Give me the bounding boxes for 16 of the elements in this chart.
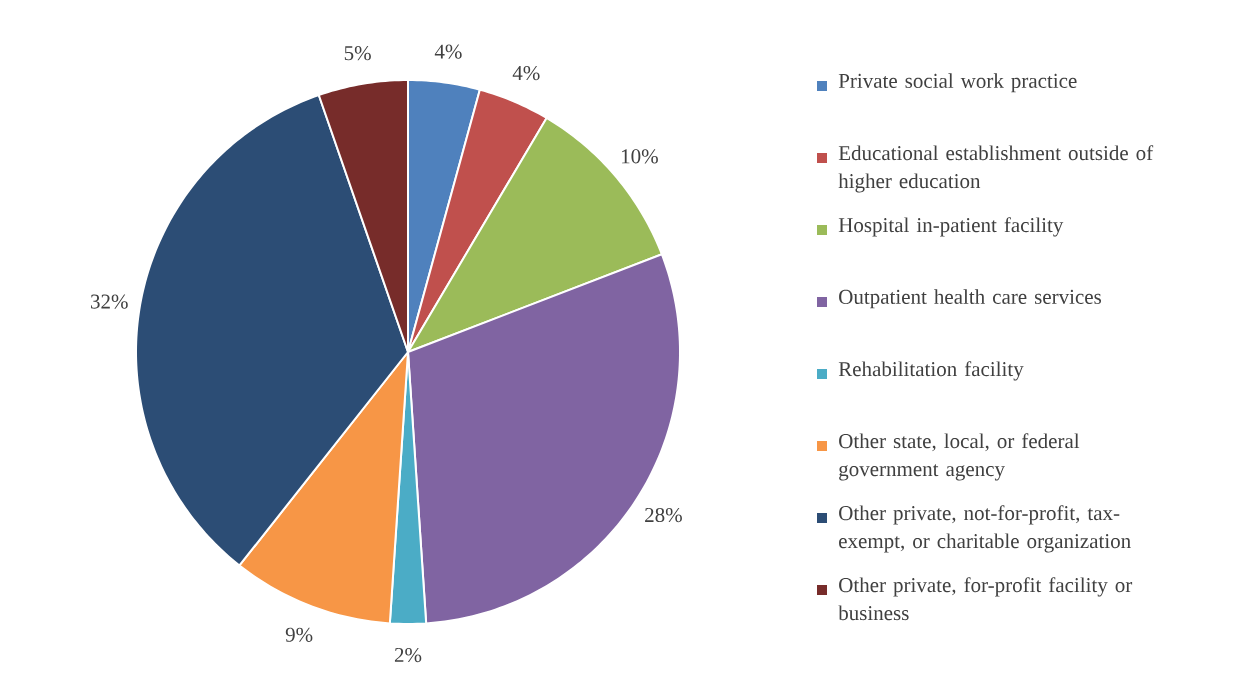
data-label: 32% (90, 294, 128, 309)
data-label: 4% (434, 44, 462, 59)
data-label: 9% (285, 627, 313, 642)
data-label: 4% (512, 65, 540, 81)
legend-label: Other private, not-for-profit, tax-exempt, or charitable organization (839, 505, 1131, 553)
data-label: 2% (394, 647, 422, 663)
legend-label: Rehabilitation facility (838, 361, 1024, 381)
legend-label: Private social work practice (838, 73, 1077, 93)
data-label: 28% (645, 507, 682, 523)
data-label: 5% (344, 46, 371, 61)
legend-label: Other private, for-profit facility or business (838, 577, 1133, 621)
legend-label: Hospital in-patient facility (838, 217, 1064, 237)
legend-label: Outpatient health care services (839, 289, 1102, 309)
legend-label: Other state, local, or federal government agency (839, 433, 1080, 481)
legend-label: Educational establishment outside of higher education (838, 145, 1154, 193)
data-label: 10% (622, 149, 658, 164)
